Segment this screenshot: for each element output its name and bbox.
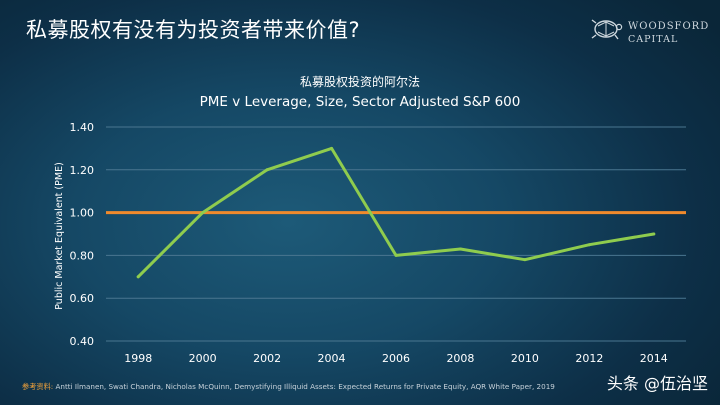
x-tick-label: 2006 — [382, 352, 410, 365]
pme-line-chart: 0.40 0.60 0.80 1.00 1.20 1.40 1998 2000 2002 200… — [54, 121, 686, 365]
y-tick-labels: 0.40 0.60 0.80 1.00 1.20 1.40 — [70, 121, 95, 348]
y-axis-label: Public Market Equivalent (PME) — [54, 162, 65, 310]
data-point — [265, 168, 269, 172]
slide-title: 私募股权有没有为投资者带来价值? — [26, 18, 361, 42]
gridlines — [106, 126, 686, 342]
source-footnote: 参考资料: Antti Ilmanen, Swati Chandra, Nich… — [22, 382, 555, 392]
footnote-text: Antti Ilmanen, Swati Chandra, Nicholas M… — [53, 382, 555, 391]
data-point — [458, 247, 462, 251]
data-point — [652, 232, 656, 236]
y-tick-label: 1.00 — [70, 207, 95, 220]
data-point — [523, 258, 527, 262]
x-tick-label: 2012 — [575, 352, 603, 365]
data-point — [587, 243, 591, 247]
data-point — [394, 253, 398, 257]
x-tick-label: 2002 — [253, 352, 281, 365]
y-tick-label: 0.80 — [70, 249, 95, 262]
data-point — [201, 211, 205, 215]
y-tick-label: 0.60 — [70, 292, 95, 305]
series-group — [136, 146, 656, 279]
logo-name-line2: CAPITAL — [628, 34, 679, 45]
x-tick-label: 1998 — [124, 352, 152, 365]
x-tick-label: 2008 — [446, 352, 474, 365]
watermark: 头条 @伍治坚 — [606, 374, 708, 393]
x-tick-labels: 1998 2000 2002 2004 2006 2008 2010 2012 2014 — [124, 352, 668, 365]
turtle-icon — [591, 19, 623, 40]
logo-name-line1: WOODSFORD — [628, 21, 710, 32]
company-logo: WOODSFORD CAPITAL — [588, 12, 713, 48]
y-tick-label: 1.40 — [70, 121, 95, 134]
x-tick-label: 2010 — [511, 352, 539, 365]
chart-subtitle: PME v Leverage, Size, Sector Adjusted S&… — [199, 94, 521, 110]
x-tick-label: 2000 — [189, 352, 217, 365]
data-point — [330, 146, 334, 150]
data-point — [136, 275, 140, 279]
x-tick-label: 2014 — [640, 352, 668, 365]
chart-title: 私募股权投资的阿尔法 — [299, 75, 420, 89]
y-tick-label: 0.40 — [70, 335, 95, 348]
x-tick-label: 2004 — [318, 352, 346, 365]
footnote-label: 参考资料: — [22, 382, 54, 391]
y-tick-label: 1.20 — [70, 164, 95, 177]
